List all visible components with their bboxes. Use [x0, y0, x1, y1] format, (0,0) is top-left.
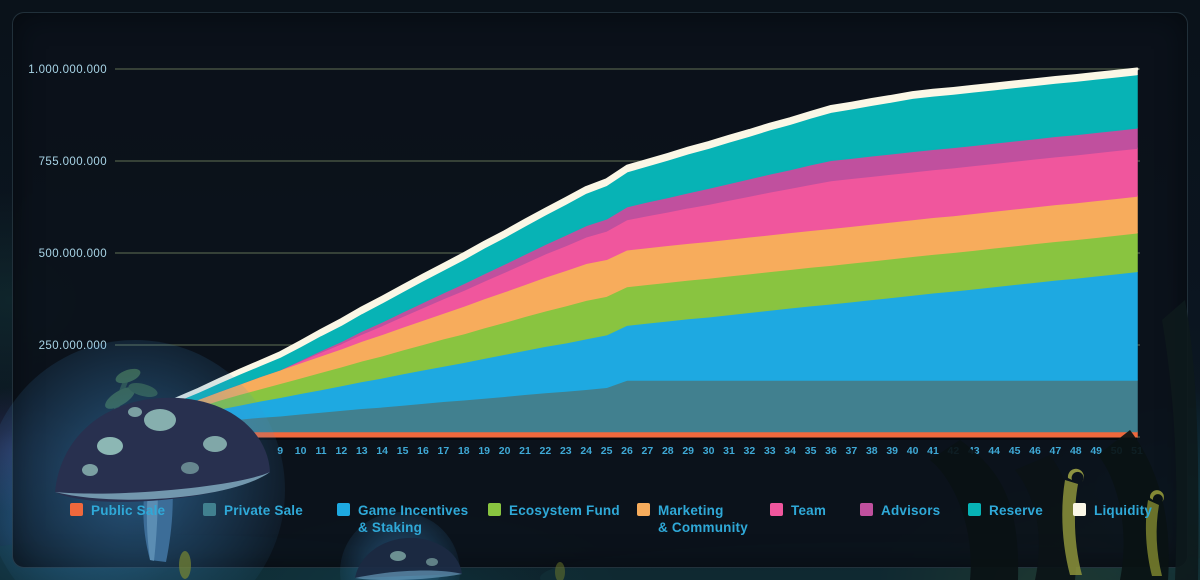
x-tick-label: 1 [114, 445, 120, 457]
x-tick-label: 37 [846, 445, 858, 457]
x-tick-label: 11 [315, 445, 326, 457]
y-tick-label: 0 [100, 432, 107, 444]
x-tick-label: 26 [621, 445, 633, 457]
x-tick-label: 29 [682, 445, 694, 457]
x-tick-label: 8 [257, 445, 263, 457]
x-tick-label: 28 [662, 445, 674, 457]
x-tick-label: 36 [825, 445, 837, 457]
x-tick-label: 45 [1009, 445, 1021, 457]
x-tick-label: 48 [1070, 445, 1082, 457]
x-tick-label: 18 [458, 445, 470, 457]
x-tick-label: 13 [356, 445, 368, 457]
y-tick-label: 1.000.000.000 [28, 64, 107, 76]
x-tick-label: 7 [236, 445, 242, 457]
x-tick-label: 34 [784, 445, 796, 457]
x-tick-label: 21 [519, 445, 531, 457]
x-tick-label: 39 [886, 445, 898, 457]
x-tick-label: 25 [601, 445, 613, 457]
x-tick-label: 23 [560, 445, 572, 457]
x-axis: 1 2 3 4 5 6 7 8 9 10 11 12 13 14 15 16 17 18 19 20 21 22 23 24 2… [114, 445, 1143, 457]
x-tick-label: 51 [1131, 445, 1143, 457]
x-tick-label: 19 [478, 445, 490, 457]
x-tick-label: 46 [1029, 445, 1041, 457]
x-tick-label: 4 [175, 445, 181, 457]
x-tick-label: 40 [907, 445, 919, 457]
x-tick-label: 16 [417, 445, 429, 457]
x-tick-label: 9 [277, 445, 283, 457]
x-tick-label: 24 [580, 445, 592, 457]
x-tick-label: 49 [1090, 445, 1102, 457]
x-tick-label: 2 [134, 445, 140, 457]
x-tick-label: 33 [764, 445, 776, 457]
y-tick-label: 755.000.000 [39, 156, 107, 168]
total-supply-line [115, 67, 1139, 428]
x-tick-label: 6 [216, 445, 222, 457]
x-tick-label: 43 [968, 445, 980, 457]
area-layers [115, 67, 1139, 438]
x-tick-label: 3 [155, 445, 161, 457]
x-tick-label: 41 [927, 445, 939, 457]
x-tick-label: 10 [295, 445, 307, 457]
x-tick-label: 30 [703, 445, 715, 457]
x-tick-label: 50 [1111, 445, 1123, 457]
x-tick-label: 27 [642, 445, 654, 457]
y-tick-label: 250.000.000 [39, 340, 107, 352]
x-tick-label: 15 [397, 445, 409, 457]
x-tick-label: 14 [376, 445, 388, 457]
x-tick-label: 32 [744, 445, 756, 457]
x-tick-label: 17 [438, 445, 450, 457]
y-tick-label: 500.000.000 [39, 248, 107, 260]
x-tick-label: 35 [805, 445, 817, 457]
x-tick-label: 31 [723, 445, 735, 457]
x-tick-label: 38 [866, 445, 878, 457]
x-tick-label: 44 [988, 445, 1000, 457]
x-tick-label: 22 [540, 445, 552, 457]
x-tick-label: 20 [499, 445, 511, 457]
x-tick-label: 47 [1050, 445, 1062, 457]
axis-baseline [117, 437, 1137, 440]
x-tick-label: 42 [948, 445, 960, 457]
x-tick-label: 5 [196, 445, 202, 457]
x-tick-label: 12 [336, 445, 348, 457]
area-layer-public-sale [116, 430, 1138, 438]
